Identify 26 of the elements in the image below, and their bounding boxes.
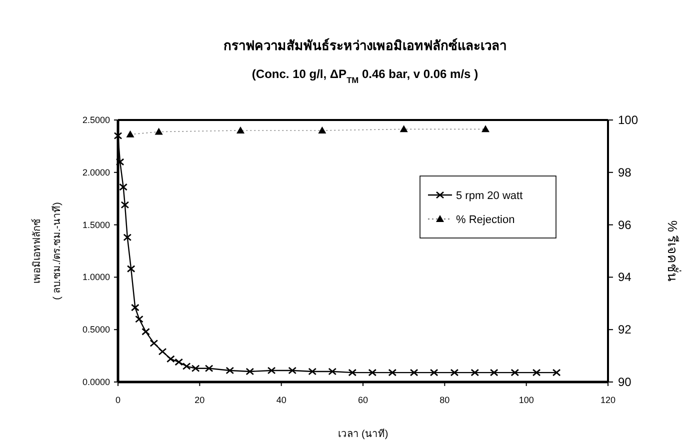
y-tick-label: 2.0000	[82, 167, 110, 178]
x-tick-label: 100	[518, 395, 534, 405]
chart-title: กราฟความสัมพันธ์ระหว่างเพอมิเอทฟลักซ์และเวลา	[224, 38, 506, 53]
y-tick-label: 1.5000	[82, 220, 110, 230]
x-tick-label: 40	[276, 395, 286, 405]
x-tick-label: 0	[115, 395, 121, 405]
y2-axis-title: % รีเจคชั่น	[665, 220, 681, 282]
x-tick-label: 60	[358, 395, 368, 405]
y-tick-label: 2.5000	[82, 115, 110, 125]
y-tick-label: 0.0000	[82, 377, 110, 387]
legend-label: 5 rpm 20 watt	[456, 190, 523, 202]
x-axis-title: เวลา (นาที)	[338, 428, 388, 440]
x-tick-label: 20	[194, 395, 205, 405]
y-tick-label: 0.5000	[82, 324, 110, 335]
y-tick-label: 1.0000	[82, 272, 110, 282]
y2-tick-label: 98	[618, 165, 632, 180]
y2-tick-label: 100	[618, 113, 638, 127]
y2-tick-label: 90	[618, 375, 632, 389]
y2-tick-label: 96	[618, 218, 632, 232]
x-tick-label: 120	[600, 395, 616, 405]
legend-label: % Rejection	[456, 214, 515, 226]
y2-tick-label: 94	[618, 270, 632, 284]
y2-tick-label: 92	[618, 322, 632, 337]
x-tick-label: 80	[440, 395, 450, 405]
y-axis-title: เพอมิเอทฟลักซ์ ( ลบ.ซม./ตร.ซม.-นาที)	[31, 202, 63, 300]
chart-subtitle: (Conc. 10 g/l, ΔP$_{TM}$ 0.46 bar, v 0.06 m/s )	[252, 67, 478, 85]
